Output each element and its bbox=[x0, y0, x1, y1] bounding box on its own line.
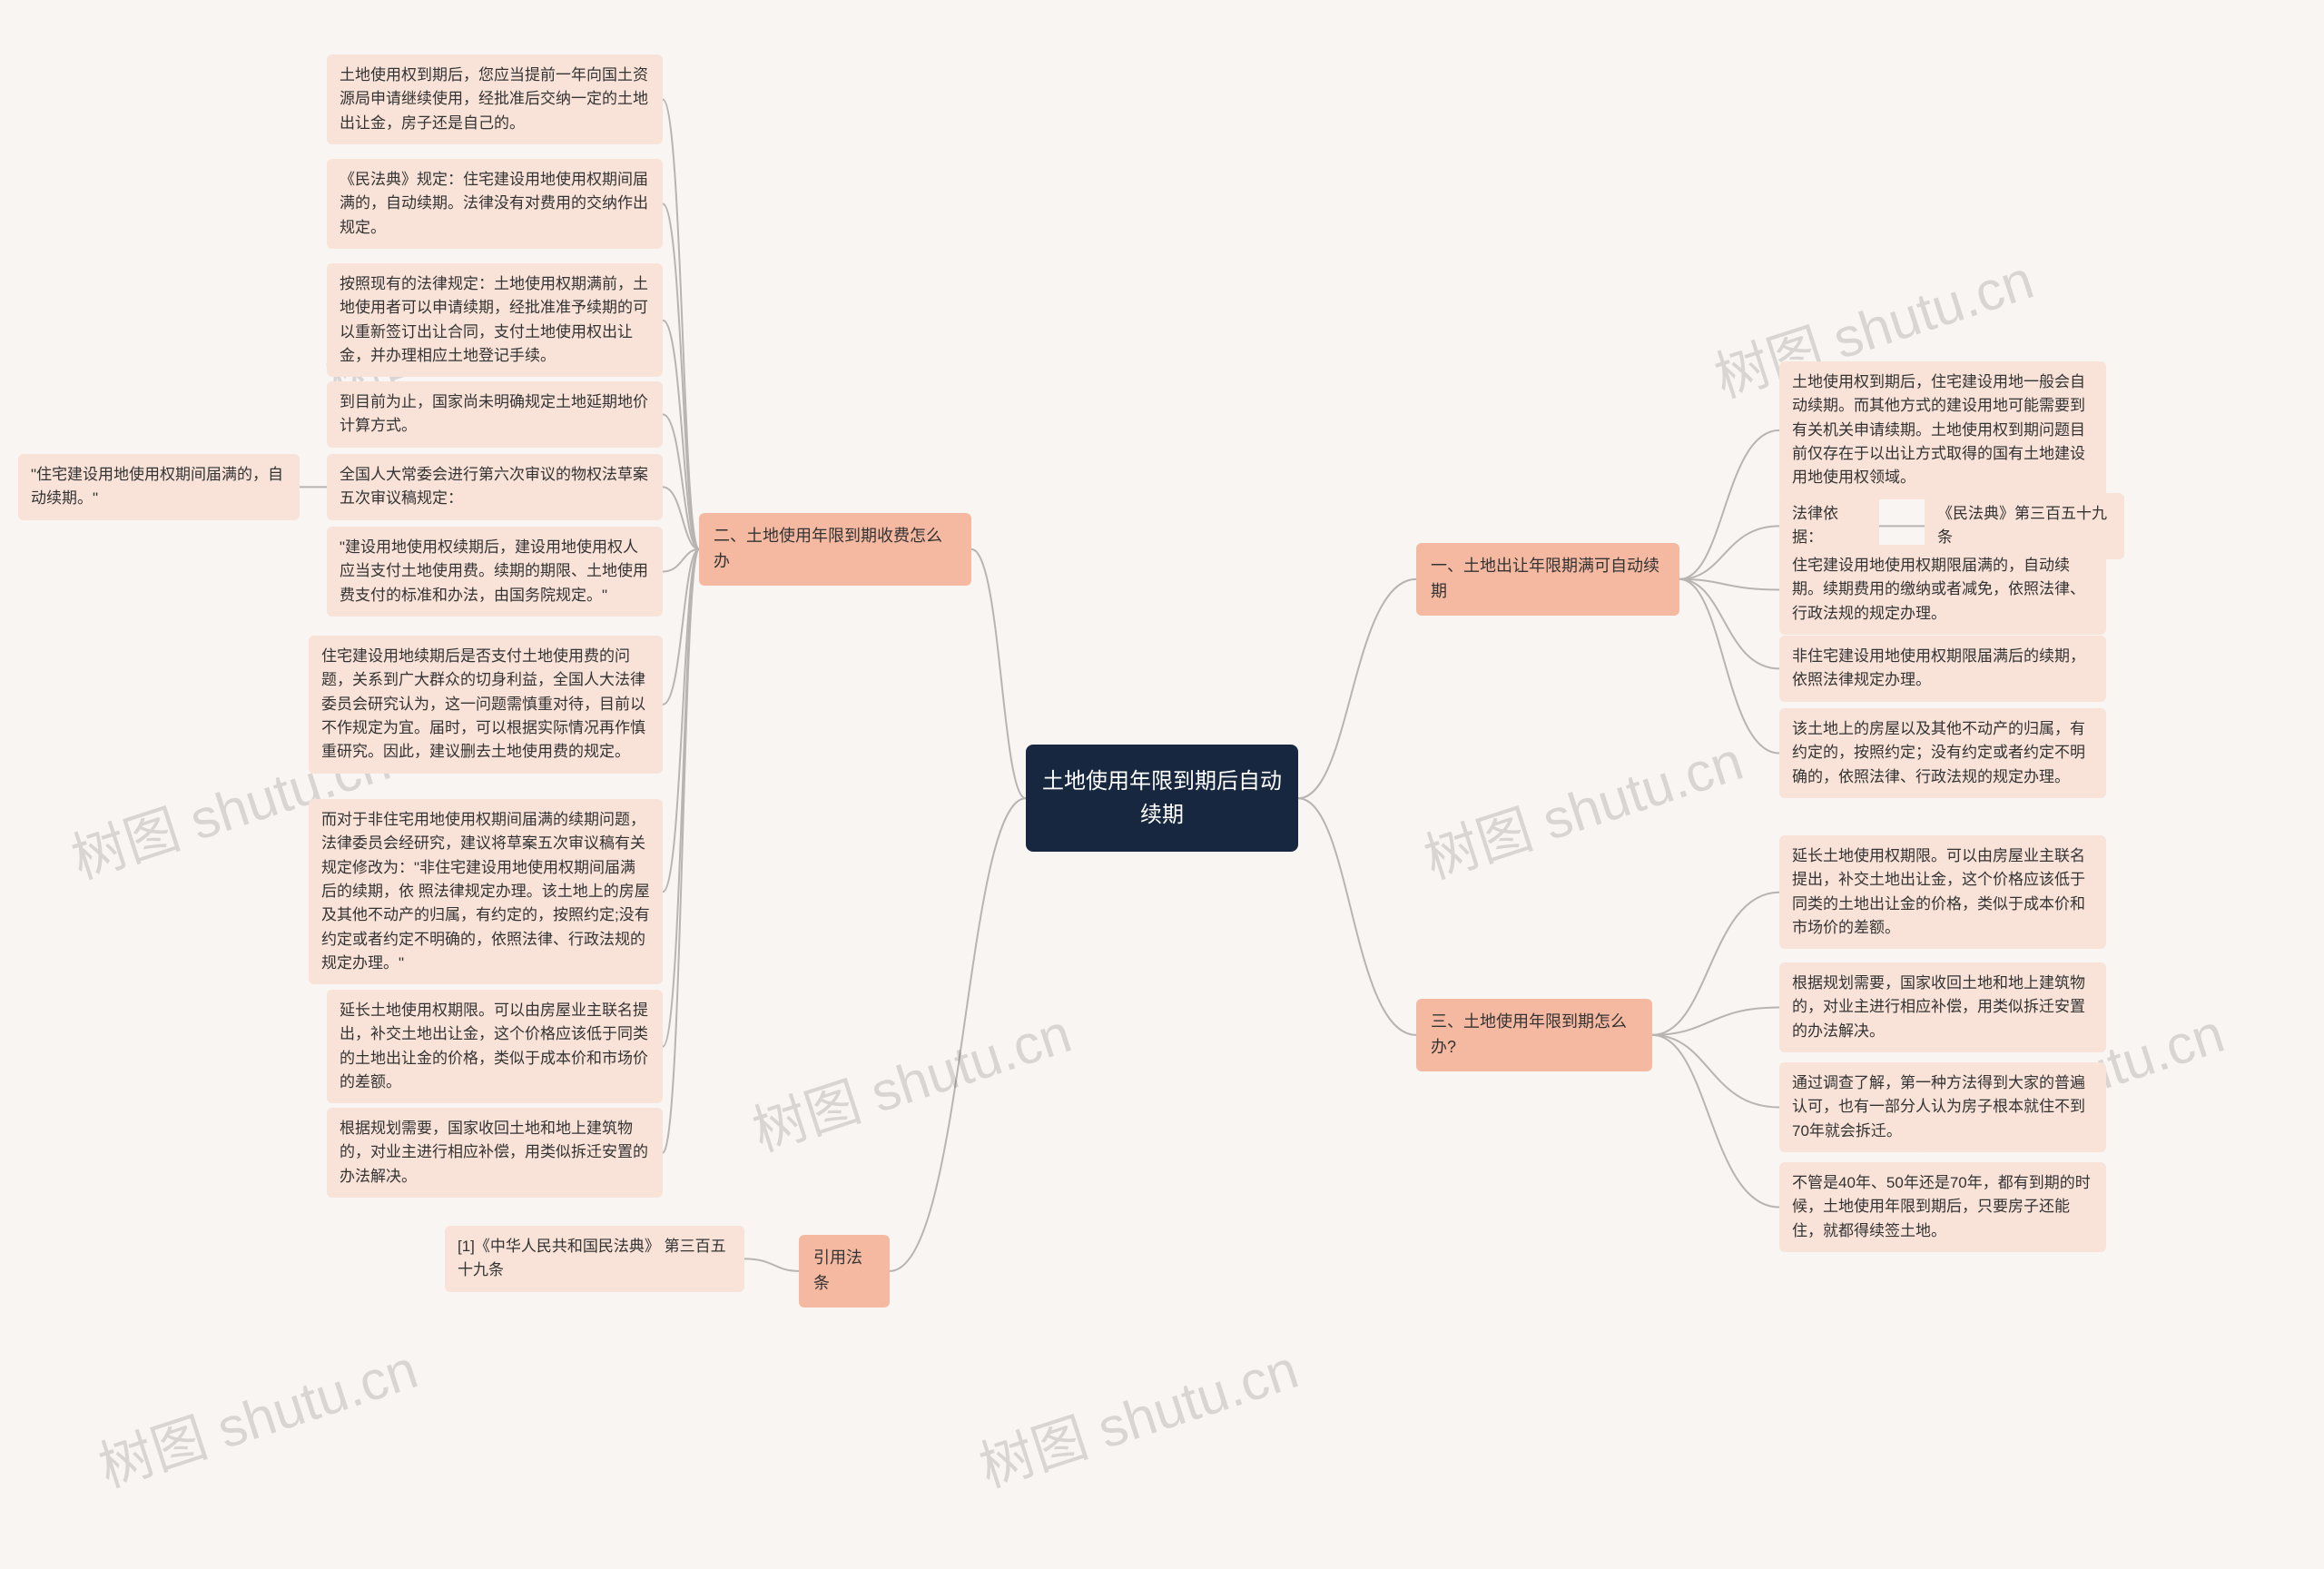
center-topic: 土地使用年限到期后自动续期 bbox=[1026, 745, 1298, 852]
leaf-b3l4: 不管是40年、50年还是70年，都有到期的时候，土地使用年限到期后，只要房子还能… bbox=[1779, 1162, 2106, 1252]
watermark: 树图 shutu.cn bbox=[88, 1326, 427, 1503]
leaf-b1l1: 土地使用权到期后，住宅建设用地一般会自动续期。而其他方式的建设用地可能需要到有关… bbox=[1779, 361, 2106, 499]
leaf-b3l3: 通过调查了解，第一种方法得到大家的普遍认可，也有一部分人认为房子根本就住不到70… bbox=[1779, 1062, 2106, 1152]
branch-b3: 三、土地使用年限到期怎么办? bbox=[1416, 999, 1652, 1071]
branch-b1: 一、土地出让年限期满可自动续期 bbox=[1416, 543, 1679, 616]
leaf-b2l7: 住宅建设用地续期后是否支付土地使用费的问题，关系到广大群众的切身利益，全国人大法… bbox=[309, 636, 663, 774]
leaf-b2l5: 全国人大常委会进行第六次审议的物权法草案五次审议稿规定： bbox=[327, 454, 663, 520]
watermark: 树图 shutu.cn bbox=[1413, 717, 1752, 894]
leaf-b2l1: 土地使用权到期后，您应当提前一年向国土资源局申请继续使用，经批准后交纳一定的土地… bbox=[327, 54, 663, 144]
leaf-b2l2: 《民法典》规定：住宅建设用地使用权期间届满的，自动续期。法律没有对费用的交纳作出… bbox=[327, 159, 663, 249]
watermark: 树图 shutu.cn bbox=[969, 1326, 1307, 1503]
leaf-b1l3: 住宅建设用地使用权期限届满的，自动续期。续期费用的缴纳或者减免，依照法律、行政法… bbox=[1779, 545, 2106, 635]
watermark: 树图 shutu.cn bbox=[742, 990, 1080, 1167]
branch-b2: 二、土地使用年限到期收费怎么办 bbox=[699, 513, 971, 586]
leaf-b2l10: 根据规划需要，国家收回土地和地上建筑物的，对业主进行相应补偿，用类似拆迁安置的办… bbox=[327, 1108, 663, 1198]
leaf-b3l1: 延长土地使用权期限。可以由房屋业主联名提出，补交土地出让金，这个价格应该低于同类… bbox=[1779, 835, 2106, 949]
leaf-b3l2: 根据规划需要，国家收回土地和地上建筑物的，对业主进行相应补偿，用类似拆迁安置的办… bbox=[1779, 962, 2106, 1052]
leaf-b2l8: 而对于非住宅用地使用权期间届满的续期问题，法律委员会经研究，建议将草案五次审议稿… bbox=[309, 799, 663, 984]
leaf-b1l4: 非住宅建设用地使用权期限届满后的续期，依照法律规定办理。 bbox=[1779, 636, 2106, 702]
sub-b2l5: "住宅建设用地使用权期间届满的，自动续期。" bbox=[18, 454, 300, 520]
branch-b4: 引用法条 bbox=[799, 1235, 890, 1308]
leaf-b2l6: "建设用地使用权续期后，建设用地使用权人应当支付土地使用费。续期的期限、土地使用… bbox=[327, 527, 663, 617]
leaf-b2l9: 延长土地使用权期限。可以由房屋业主联名提出，补交土地出让金，这个价格应该低于同类… bbox=[327, 990, 663, 1103]
leaf-b2l3: 按照现有的法律规定：土地使用权期满前，土地使用者可以申请续期，经批准准予续期的可… bbox=[327, 263, 663, 377]
leaf-b1l5: 该土地上的房屋以及其他不动产的归属，有约定的，按照约定；没有约定或者约定不明确的… bbox=[1779, 708, 2106, 798]
leaf-b4l1: [1]《中华人民共和国民法典》 第三百五十九条 bbox=[445, 1226, 744, 1292]
leaf-b2l4: 到目前为止，国家尚未明确规定土地延期地价计算方式。 bbox=[327, 381, 663, 448]
